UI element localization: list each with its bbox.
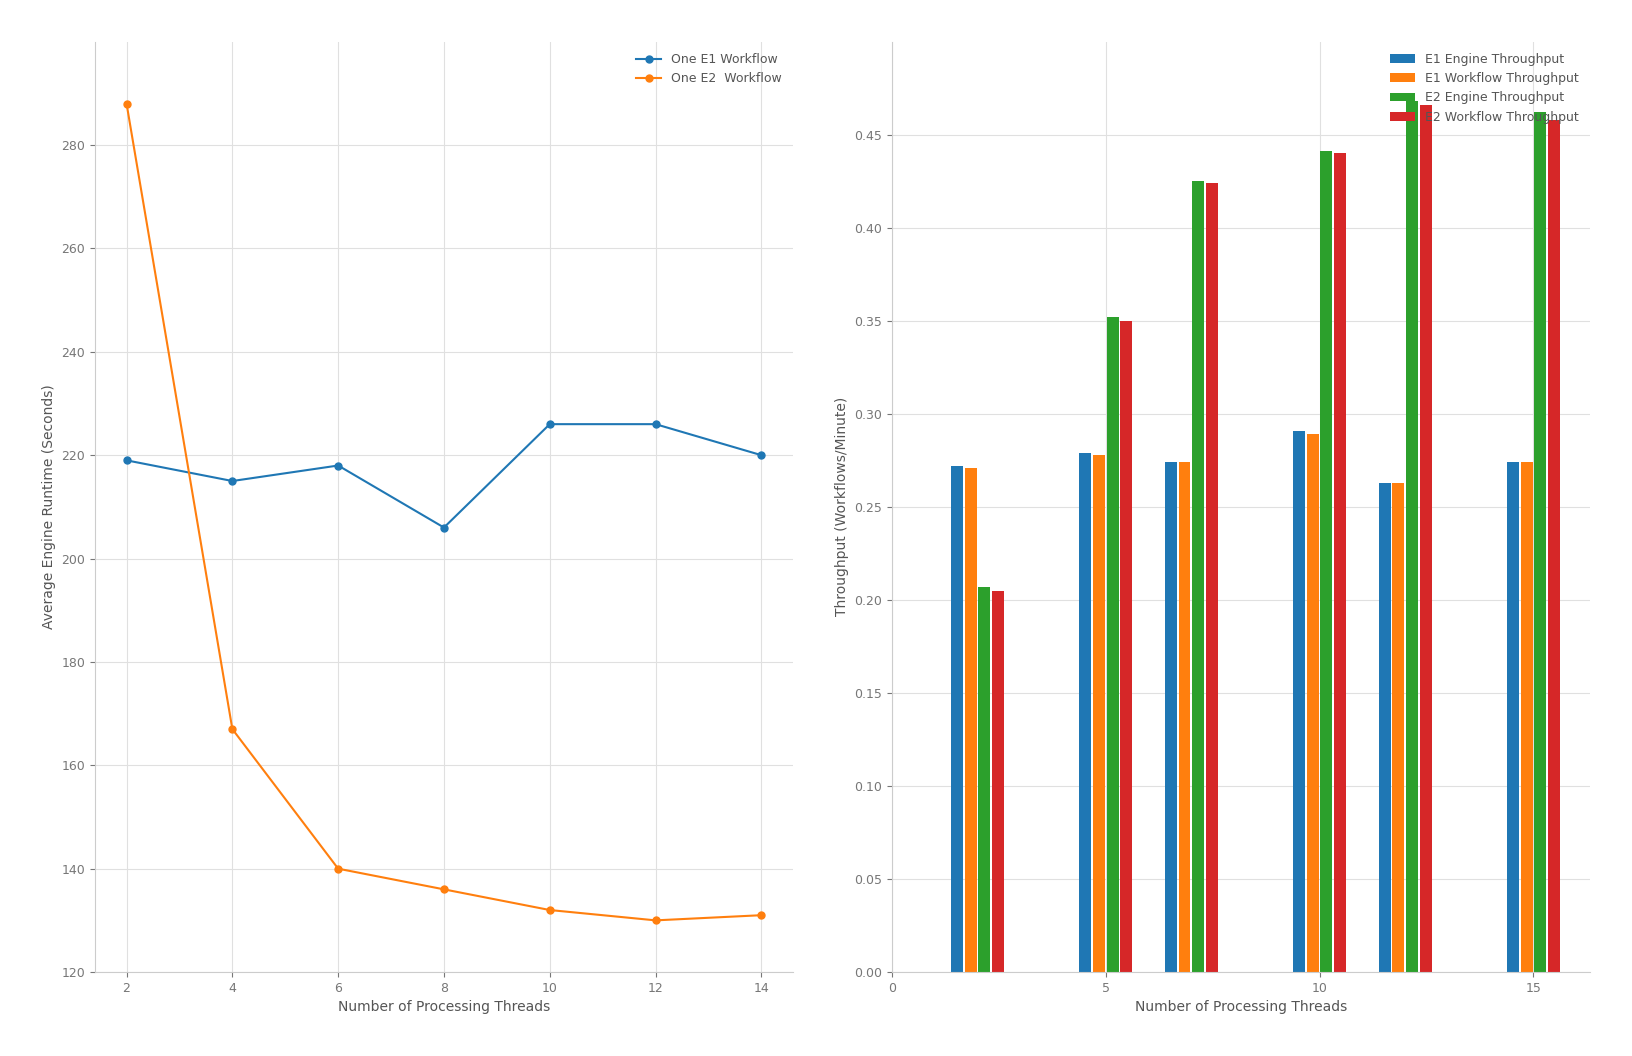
One E2  Workflow	[118, 97, 137, 110]
Bar	[1521, 463, 1532, 973]
Bar	[1079, 453, 1092, 973]
Bar	[1178, 463, 1190, 973]
Bar	[1506, 463, 1519, 973]
One E1 Workflow	[540, 418, 560, 431]
One E1 Workflow	[328, 459, 348, 472]
X-axis label: Number of Processing Threads: Number of Processing Threads	[1136, 1000, 1348, 1015]
Line: One E1 Workflow: One E1 Workflow	[122, 420, 765, 531]
Bar	[1392, 483, 1404, 973]
Bar	[1307, 434, 1319, 973]
One E2  Workflow	[434, 883, 454, 895]
Bar	[1379, 483, 1390, 973]
Bar	[1206, 183, 1217, 973]
Legend: One E1 Workflow, One E2  Workflow: One E1 Workflow, One E2 Workflow	[632, 48, 787, 90]
Bar	[1547, 119, 1560, 973]
Bar	[1106, 317, 1118, 973]
Bar	[1420, 105, 1431, 973]
One E1 Workflow	[752, 449, 772, 461]
One E1 Workflow	[222, 475, 242, 488]
Bar	[1193, 182, 1204, 973]
Bar	[992, 590, 1004, 973]
Line: One E2  Workflow: One E2 Workflow	[122, 100, 765, 924]
Bar	[951, 466, 963, 973]
One E2  Workflow	[222, 722, 242, 735]
Bar	[1333, 153, 1346, 973]
Bar	[1320, 151, 1332, 973]
One E2  Workflow	[328, 863, 348, 875]
Y-axis label: Throughput (Workflows/Minute): Throughput (Workflows/Minute)	[836, 397, 849, 617]
One E1 Workflow	[646, 418, 666, 431]
Bar	[979, 587, 991, 973]
Bar	[1093, 455, 1105, 973]
Legend: E1 Engine Throughput, E1 Workflow Throughput, E2 Engine Throughput, E2 Workflow : E1 Engine Throughput, E1 Workflow Throug…	[1386, 48, 1585, 129]
Bar	[1165, 463, 1177, 973]
Y-axis label: Average Engine Runtime (Seconds): Average Engine Runtime (Seconds)	[42, 384, 55, 629]
Bar	[1407, 101, 1418, 973]
Bar	[1293, 431, 1306, 973]
X-axis label: Number of Processing Threads: Number of Processing Threads	[338, 1000, 550, 1015]
Bar	[1534, 112, 1546, 973]
One E1 Workflow	[118, 454, 137, 467]
Bar	[965, 468, 976, 973]
One E1 Workflow	[434, 522, 454, 534]
One E2  Workflow	[752, 909, 772, 922]
Bar	[1120, 321, 1133, 973]
One E2  Workflow	[646, 914, 666, 927]
One E2  Workflow	[540, 904, 560, 917]
